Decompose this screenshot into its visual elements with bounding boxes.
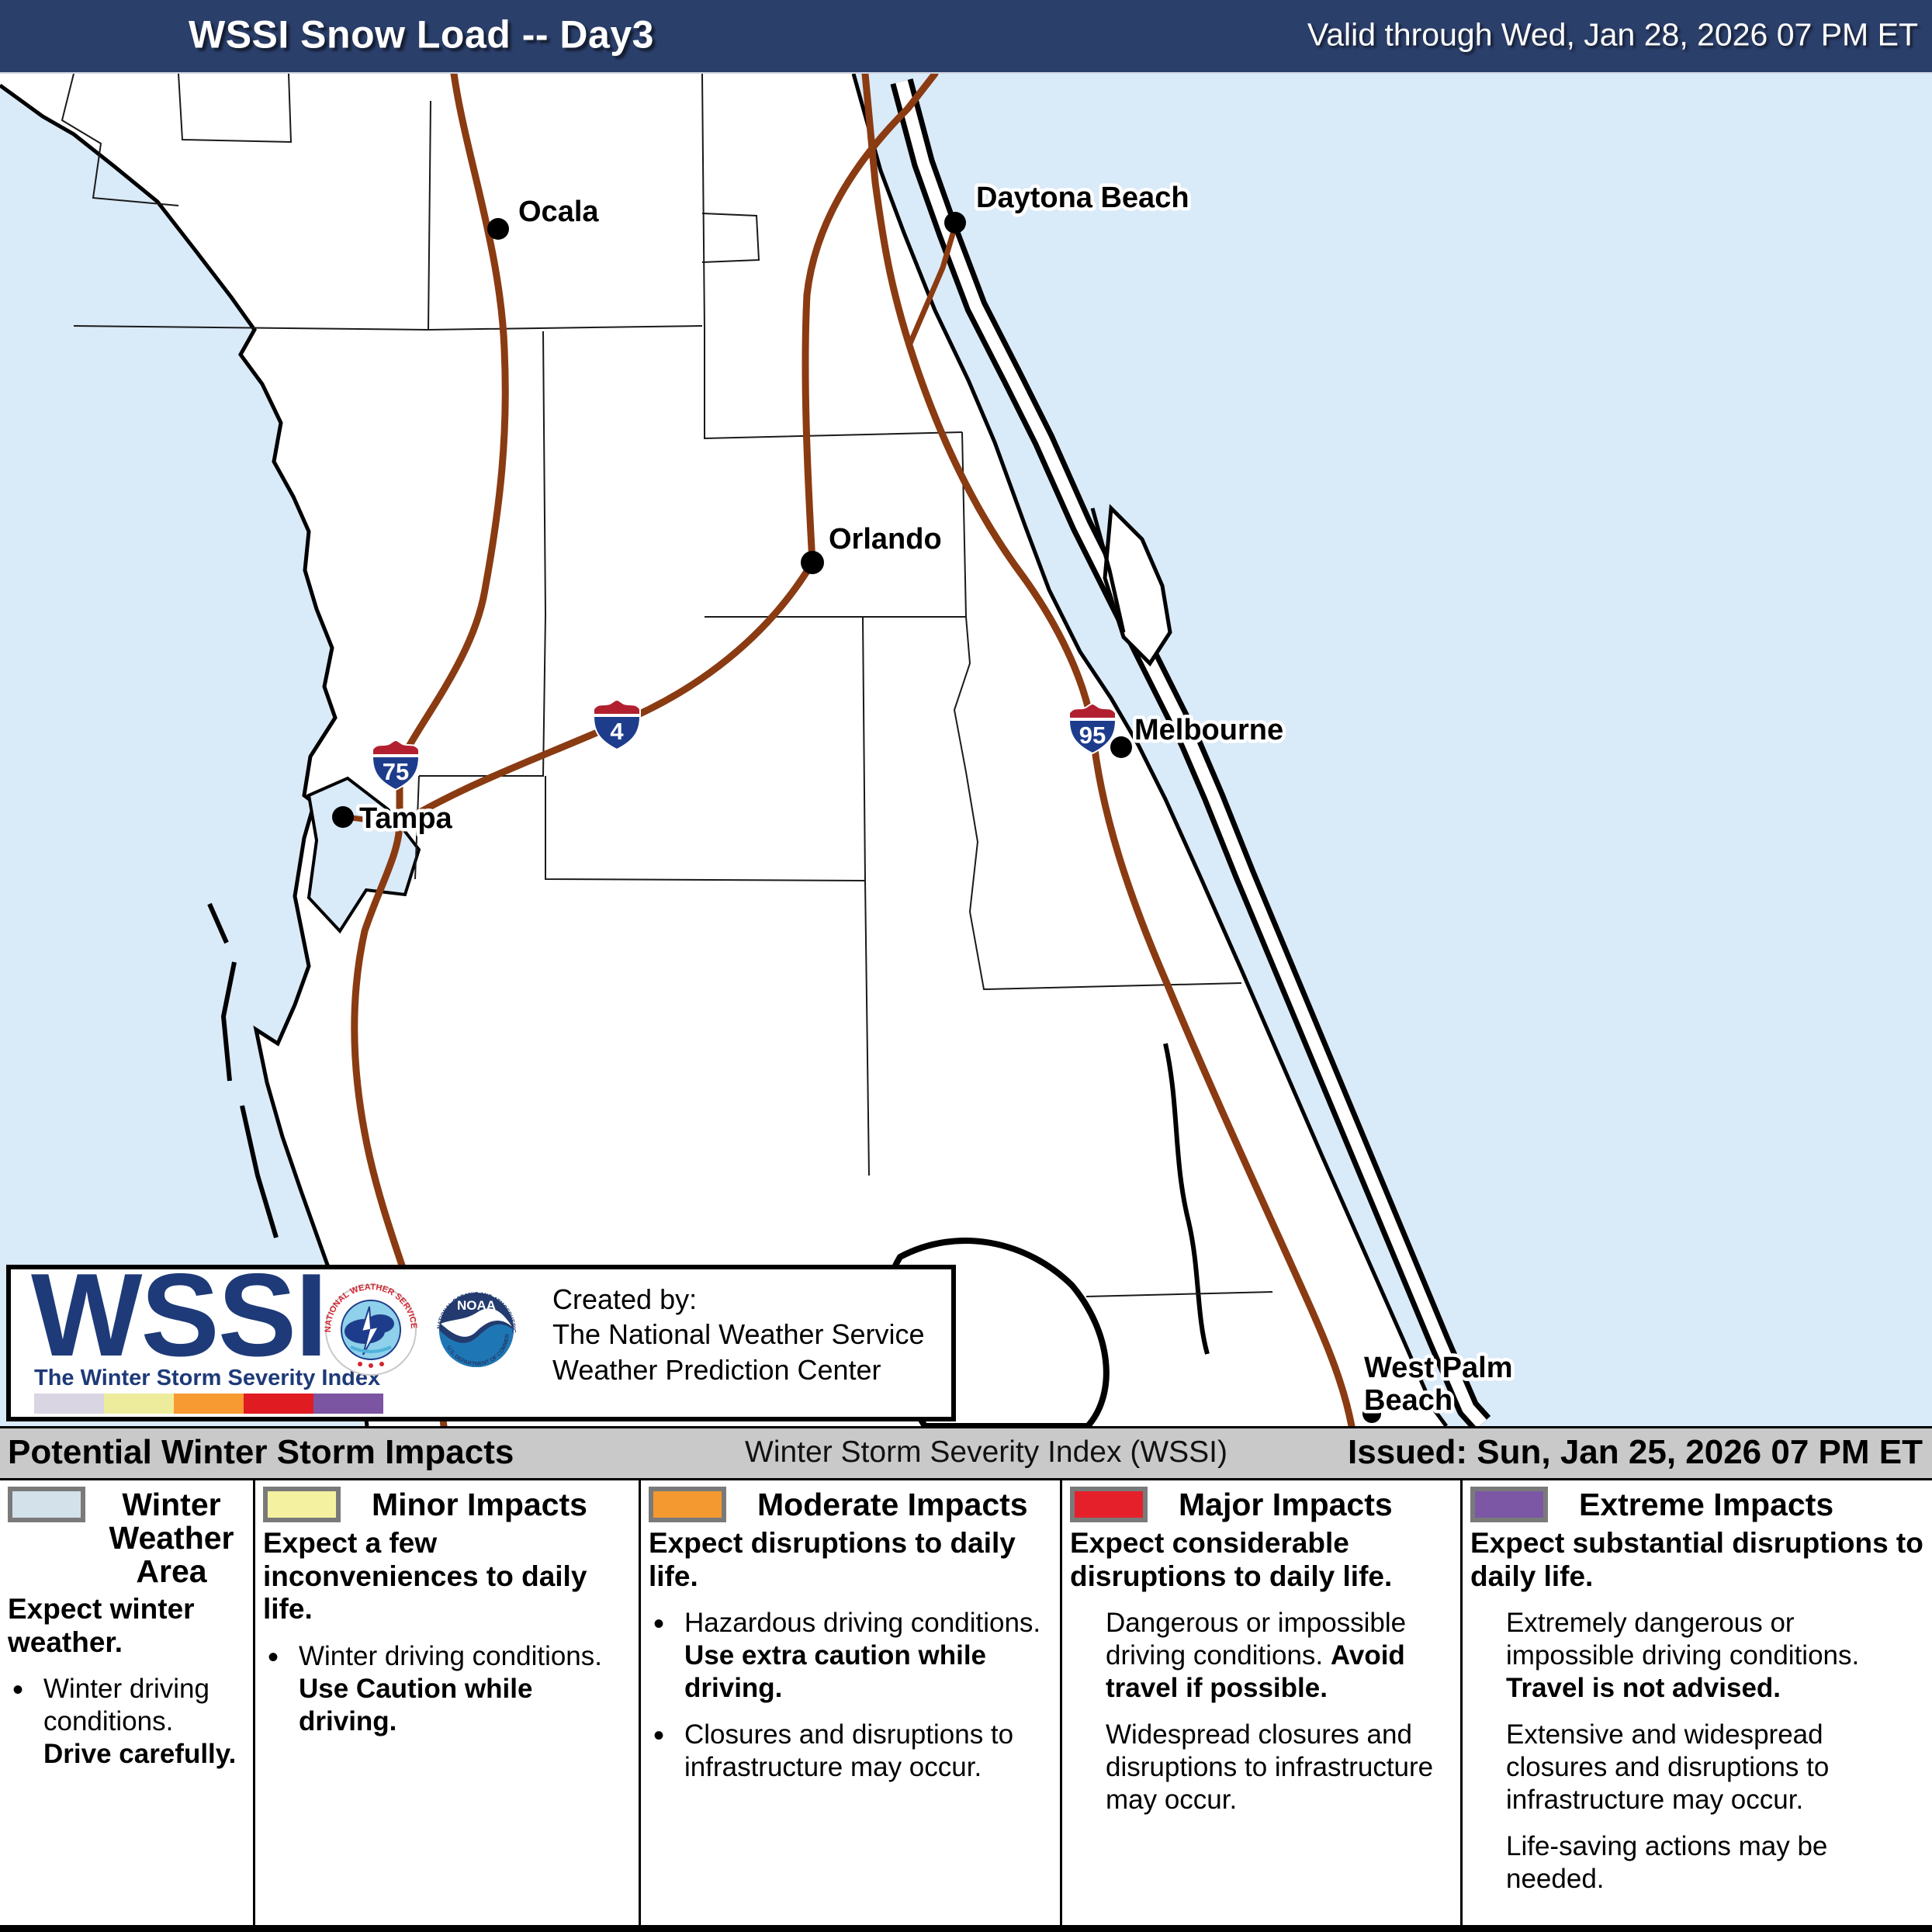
bullet-icon: • [12, 1673, 24, 1708]
wssi-logo-text: WSSI™ [31, 1248, 346, 1383]
atlantic-ocean [853, 74, 1932, 1426]
minor-impacts-item-1: • Winter driving conditions. Use Caution… [268, 1639, 602, 1736]
barrier-island [895, 79, 1487, 1426]
west-palm-beach-label-line1: West Palm [1364, 1352, 1512, 1384]
winter-weather-intro: Expect winter weather. [8, 1593, 195, 1658]
page-title: WSSI Snow Load -- Day3 [189, 12, 654, 57]
major-impacts-item-1: Dangerous or impossible driving conditio… [1106, 1608, 1407, 1704]
florida-map-svg: 75 4 95 Ocala Daytona Bea [0, 74, 1932, 1426]
orlando-dot [801, 551, 824, 574]
merritt-island-line [1090, 507, 1126, 633]
noaa-logo: NATIONAL OCEANIC AND ATMOSPHERIC ADMINIS… [430, 1283, 521, 1375]
created-by-line3: Weather Prediction Center [552, 1353, 881, 1386]
bullet-icon: • [653, 1607, 665, 1642]
i95-shield: 95 [1068, 702, 1117, 755]
legend-col-major-impacts: Major Impacts Expect considerable disrup… [1062, 1480, 1463, 1925]
minor-impacts-title: Minor Impacts [372, 1487, 587, 1522]
gulf-coastline [0, 83, 369, 1426]
tampa-label: Tampa [359, 802, 453, 835]
winter-weather-title: Winter Weather Area [109, 1487, 234, 1590]
bullet-icon: • [653, 1719, 665, 1754]
atlantic-coastline [851, 74, 1449, 1426]
melbourne-label: Melbourne [1134, 714, 1283, 746]
major-impacts-title: Major Impacts [1179, 1487, 1393, 1522]
extreme-impacts-title: Extreme Impacts [1579, 1487, 1834, 1522]
created-by-block: Created by: The National Weather Service… [552, 1282, 925, 1387]
moderate-impacts-title: Moderate Impacts [757, 1487, 1028, 1522]
extreme-impacts-item-1: Extremely dangerous or impossible drivin… [1506, 1608, 1860, 1704]
tampa-dot [332, 806, 354, 828]
extreme-impacts-intro: Expect substantial disruptions to daily … [1470, 1527, 1923, 1592]
major-impacts-item-2: Widespread closures and disruptions to i… [1106, 1719, 1434, 1816]
status-bar: Potential Winter Storm Impacts Winter St… [0, 1426, 1932, 1480]
strip-moderate [174, 1394, 244, 1414]
daytona-beach-label: Daytona Beach [976, 182, 1189, 214]
created-by-line2: The National Weather Service [552, 1318, 925, 1351]
st-johns-river [1163, 1043, 1210, 1355]
county-boundaries [61, 74, 1273, 1297]
bullet-icon: • [268, 1639, 279, 1674]
moderate-impacts-item-2: • Closures and disruptions to infrastruc… [653, 1719, 1014, 1783]
strip-minor [104, 1394, 174, 1414]
created-by-line1: Created by: [552, 1283, 698, 1315]
i95-shield-number: 95 [1079, 722, 1106, 749]
extreme-impacts-item-3: Life-saving actions may be needed. [1506, 1831, 1828, 1895]
winter-weather-item-1: • Winter driving conditions. Drive caref… [12, 1673, 237, 1770]
i4-shield: 4 [592, 698, 642, 751]
extreme-impacts-swatch [1470, 1487, 1548, 1522]
orlando-label: Orlando [829, 523, 942, 556]
moderate-impacts-item-1: • Hazardous driving conditions. Use extr… [653, 1607, 1041, 1704]
legend-col-moderate-impacts: Moderate Impacts Expect disruptions to d… [641, 1480, 1062, 1925]
status-bar-subtitle: Winter Storm Severity Index (WSSI) [745, 1435, 1227, 1470]
header-bar: WSSI Snow Load -- Day3 Valid through Wed… [0, 0, 1932, 74]
daytona-spur-road [906, 223, 958, 348]
west-palm-beach-label-line2: Beach [1364, 1384, 1452, 1417]
extreme-impacts-item-2: Extensive and widespread closures and di… [1506, 1719, 1830, 1816]
wssi-severity-strip [34, 1394, 383, 1414]
moderate-impacts-intro: Expect disruptions to daily life. [649, 1527, 1016, 1592]
svg-text:NOAA: NOAA [457, 1298, 496, 1313]
west-palm-beach-dot [1362, 1404, 1381, 1423]
i4-shield-number: 4 [610, 718, 624, 745]
wssi-logo-box: WSSI™ The Winter Storm Severity Index NA… [6, 1249, 956, 1421]
gulf-ocean [0, 85, 367, 1426]
daytona-beach-dot [944, 212, 966, 234]
status-bar-title: Potential Winter Storm Impacts [8, 1433, 514, 1471]
strip-winter-weather [34, 1394, 104, 1414]
impact-legend: Winter Weather Area Expect winter weathe… [0, 1480, 1932, 1932]
i75-shield-number: 75 [383, 758, 409, 785]
major-impacts-swatch [1070, 1487, 1148, 1522]
sw-barrier-islands [207, 902, 279, 1238]
minor-impacts-intro: Expect a few inconveniences to daily lif… [263, 1527, 587, 1626]
wssi-tagline: The Winter Storm Severity Index [34, 1366, 381, 1390]
major-impacts-intro: Expect considerable disruptions to daily… [1070, 1527, 1393, 1592]
legend-col-minor-impacts: Minor Impacts Expect a few inconvenience… [255, 1480, 641, 1925]
ocala-label: Ocala [518, 196, 599, 228]
melbourne-dot [1110, 736, 1132, 758]
legend-col-extreme-impacts: Extreme Impacts Expect substantial disru… [1463, 1480, 1932, 1925]
nws-logo: NATIONAL WEATHER SERVICE [324, 1283, 417, 1376]
moderate-impacts-swatch [649, 1487, 726, 1522]
legend-col-winter-weather-area: Winter Weather Area Expect winter weathe… [0, 1480, 255, 1925]
winter-weather-swatch [8, 1487, 85, 1522]
map-canvas[interactable]: 75 4 95 Ocala Daytona Bea [0, 74, 1932, 1426]
ocala-dot [487, 218, 509, 240]
tampa-connector-road [342, 814, 403, 827]
strip-major [244, 1394, 313, 1414]
city-markers [332, 212, 1381, 1423]
issued-timestamp: Issued: Sun, Jan 25, 2026 07 PM ET [1348, 1433, 1923, 1471]
valid-through-text: Valid through Wed, Jan 28, 2026 07 PM ET [1307, 16, 1918, 53]
strip-extreme [313, 1394, 383, 1414]
minor-impacts-swatch [263, 1487, 341, 1522]
i75-shield: 75 [371, 739, 421, 791]
